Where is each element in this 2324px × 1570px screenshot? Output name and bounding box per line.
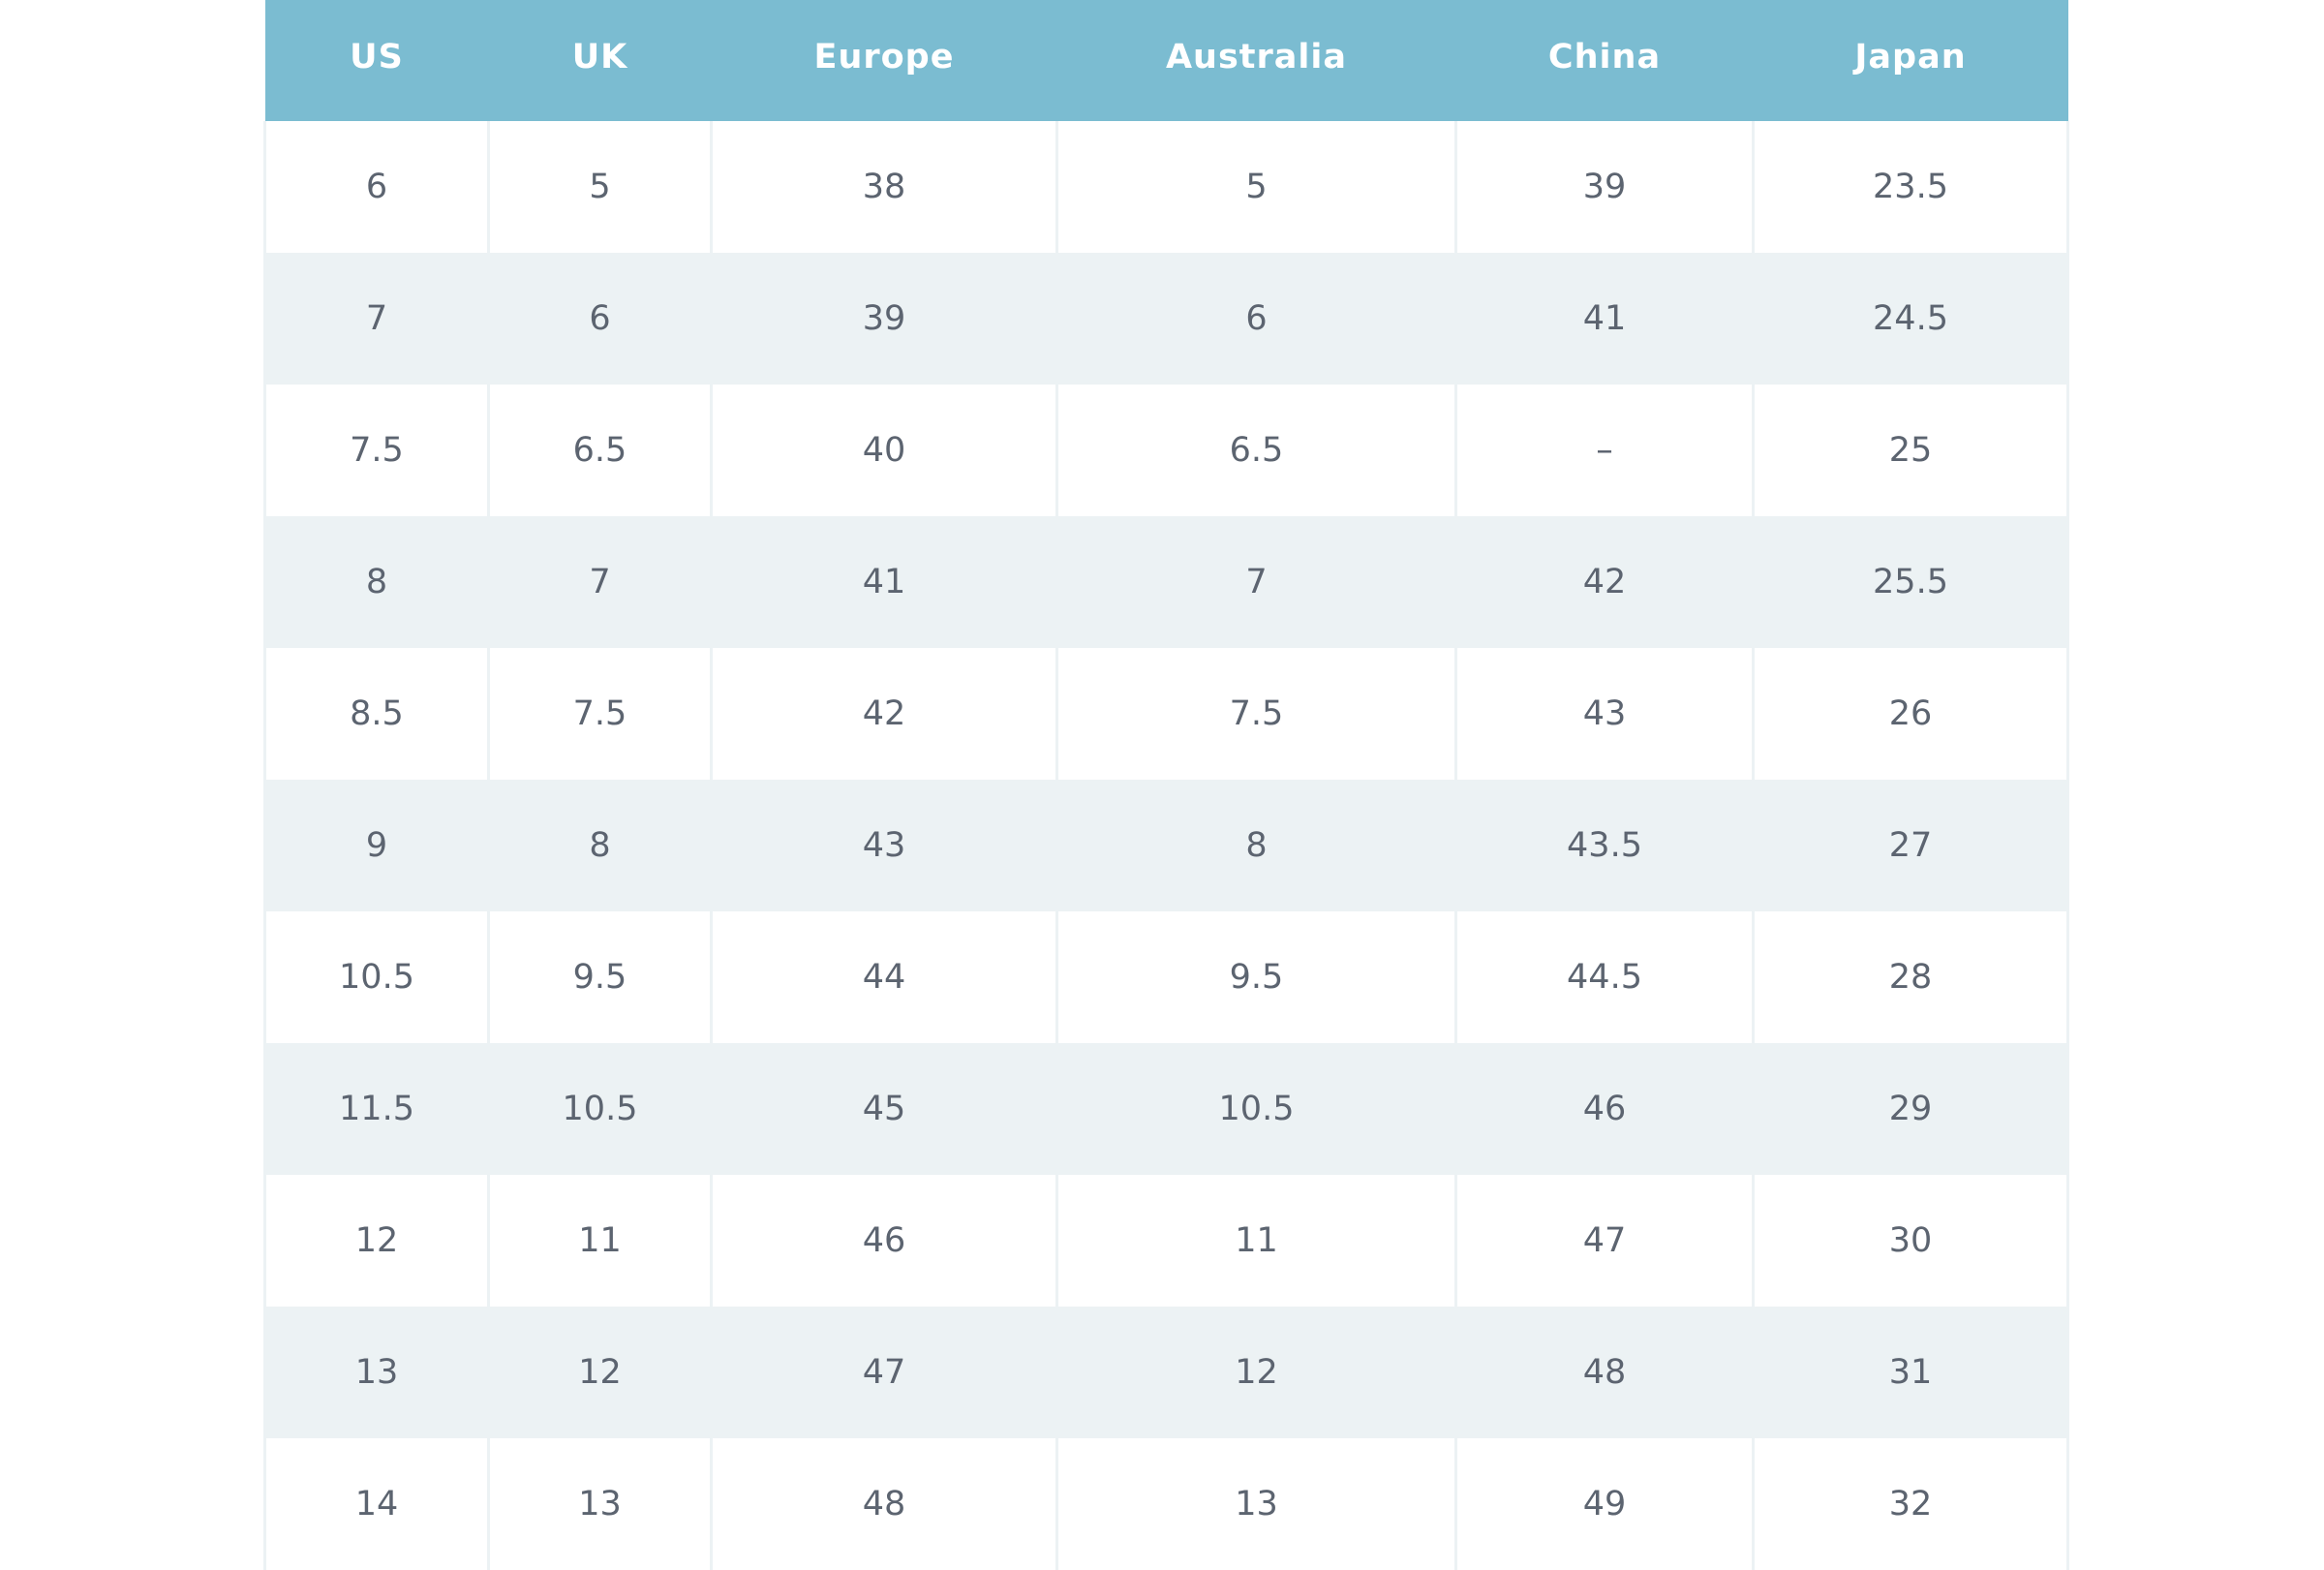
column-header-uk: UK — [488, 0, 712, 121]
cell-uk: 7.5 — [487, 648, 712, 780]
cell-china: 43 — [1454, 648, 1754, 780]
table-row: 10.5 9.5 44 9.5 44.5 28 — [263, 911, 2069, 1043]
cell-europe: 47 — [710, 1307, 1057, 1438]
cell-us: 12 — [263, 1175, 489, 1307]
cell-uk: 10.5 — [487, 1043, 712, 1175]
cell-australia: 5 — [1055, 121, 1456, 253]
cell-japan: 25 — [1752, 385, 2069, 516]
cell-australia: 12 — [1055, 1307, 1456, 1438]
table-row: 12 11 46 11 47 30 — [263, 1175, 2069, 1307]
cell-europe: 42 — [710, 648, 1057, 780]
cell-us: 11.5 — [263, 1043, 489, 1175]
table-row: 7.5 6.5 40 6.5–25 — [263, 385, 2069, 516]
cell-china: 39 — [1454, 121, 1754, 253]
cell-japan: 26 — [1752, 648, 2069, 780]
cell-australia: 6 — [1055, 253, 1456, 385]
cell-europe: 41 — [710, 516, 1057, 648]
cell-australia: 7 — [1055, 516, 1456, 648]
cell-uk: 6.5 — [487, 385, 712, 516]
column-header-china: China — [1455, 0, 1754, 121]
cell-us: 13 — [263, 1307, 489, 1438]
cell-australia: 7.5 — [1055, 648, 1456, 780]
cell-europe: 38 — [710, 121, 1057, 253]
cell-australia: 8 — [1055, 780, 1456, 911]
cell-china: 46 — [1454, 1043, 1754, 1175]
cell-us: 10.5 — [263, 911, 489, 1043]
cell-us: 7 — [263, 253, 489, 385]
cell-japan: 32 — [1752, 1438, 2069, 1570]
table-row: 13 12 47 12 48 31 — [263, 1307, 2069, 1438]
cell-china: 47 — [1454, 1175, 1754, 1307]
cell-europe: 46 — [710, 1175, 1057, 1307]
cell-australia: 11 — [1055, 1175, 1456, 1307]
table-row: 11.5 10.5 45 10.5 46 29 — [263, 1043, 2069, 1175]
cell-europe: 40 — [710, 385, 1057, 516]
cell-china: 44.5 — [1454, 911, 1754, 1043]
cell-japan: 29 — [1752, 1043, 2069, 1175]
table-row: 8.5 7.5 42 7.5 43 26 — [263, 648, 2069, 780]
cell-japan: 27 — [1752, 780, 2069, 911]
table-row: 6 5 38 5 39 23.5 — [263, 121, 2069, 253]
column-header-japan: Japan — [1753, 0, 2068, 121]
cell-australia: 9.5 — [1055, 911, 1456, 1043]
cell-uk: 6 — [487, 253, 712, 385]
cell-china: 43.5 — [1454, 780, 1754, 911]
cell-uk: 11 — [487, 1175, 712, 1307]
cell-japan: 24.5 — [1752, 253, 2069, 385]
cell-japan: 23.5 — [1752, 121, 2069, 253]
cell-us: 9 — [263, 780, 489, 911]
cell-us: 8 — [263, 516, 489, 648]
cell-japan: 30 — [1752, 1175, 2069, 1307]
size-conversion-table: US UK Europe Australia China Japan 6 5 38 5… — [263, 0, 2069, 1570]
cell-australia: 13 — [1055, 1438, 1456, 1570]
table-row: 14 13 48 13 49 32 — [263, 1438, 2069, 1570]
cell-china: 42 — [1454, 516, 1754, 648]
table-row: 9 8 43 8 43.5 27 — [263, 780, 2069, 911]
table-row: 8 7 41 7 42 25.5 — [263, 516, 2069, 648]
cell-europe: 45 — [710, 1043, 1057, 1175]
cell-uk: 8 — [487, 780, 712, 911]
cell-europe: 39 — [710, 253, 1057, 385]
table-row: 7 6 39 6 41 24.5 — [263, 253, 2069, 385]
cell-uk: 13 — [487, 1438, 712, 1570]
cell-china: 41 — [1454, 253, 1754, 385]
cell-uk: 9.5 — [487, 911, 712, 1043]
cell-us: 7.5 — [263, 385, 489, 516]
cell-china: 49 — [1454, 1438, 1754, 1570]
table-header: US UK Europe Australia China Japan — [264, 0, 2068, 121]
cell-australia: 10.5 — [1055, 1043, 1456, 1175]
column-header-us: US — [264, 0, 489, 121]
header-row: US UK Europe Australia China Japan — [264, 0, 2068, 121]
cell-japan: 25.5 — [1752, 516, 2069, 648]
cell-japan: 31 — [1752, 1307, 2069, 1438]
cell-uk: 7 — [487, 516, 712, 648]
column-header-europe: Europe — [711, 0, 1057, 121]
column-header-australia: Australia — [1056, 0, 1456, 121]
cell-us: 6 — [263, 121, 489, 253]
cell-japan: 28 — [1752, 911, 2069, 1043]
table-body: 6 5 38 5 39 23.5 7 6 39 6 41 24.5 7.5 6.5 40 6.5–25 8 7 41… — [263, 121, 2069, 1570]
cell-uk: 12 — [487, 1307, 712, 1438]
cell-china: – — [1454, 385, 1754, 516]
cell-us: 14 — [263, 1438, 489, 1570]
cell-uk: 5 — [487, 121, 712, 253]
cell-china: 48 — [1454, 1307, 1754, 1438]
cell-australia: 6.5 — [1055, 385, 1456, 516]
cell-europe: 48 — [710, 1438, 1057, 1570]
cell-europe: 43 — [710, 780, 1057, 911]
cell-europe: 44 — [710, 911, 1057, 1043]
cell-us: 8.5 — [263, 648, 489, 780]
